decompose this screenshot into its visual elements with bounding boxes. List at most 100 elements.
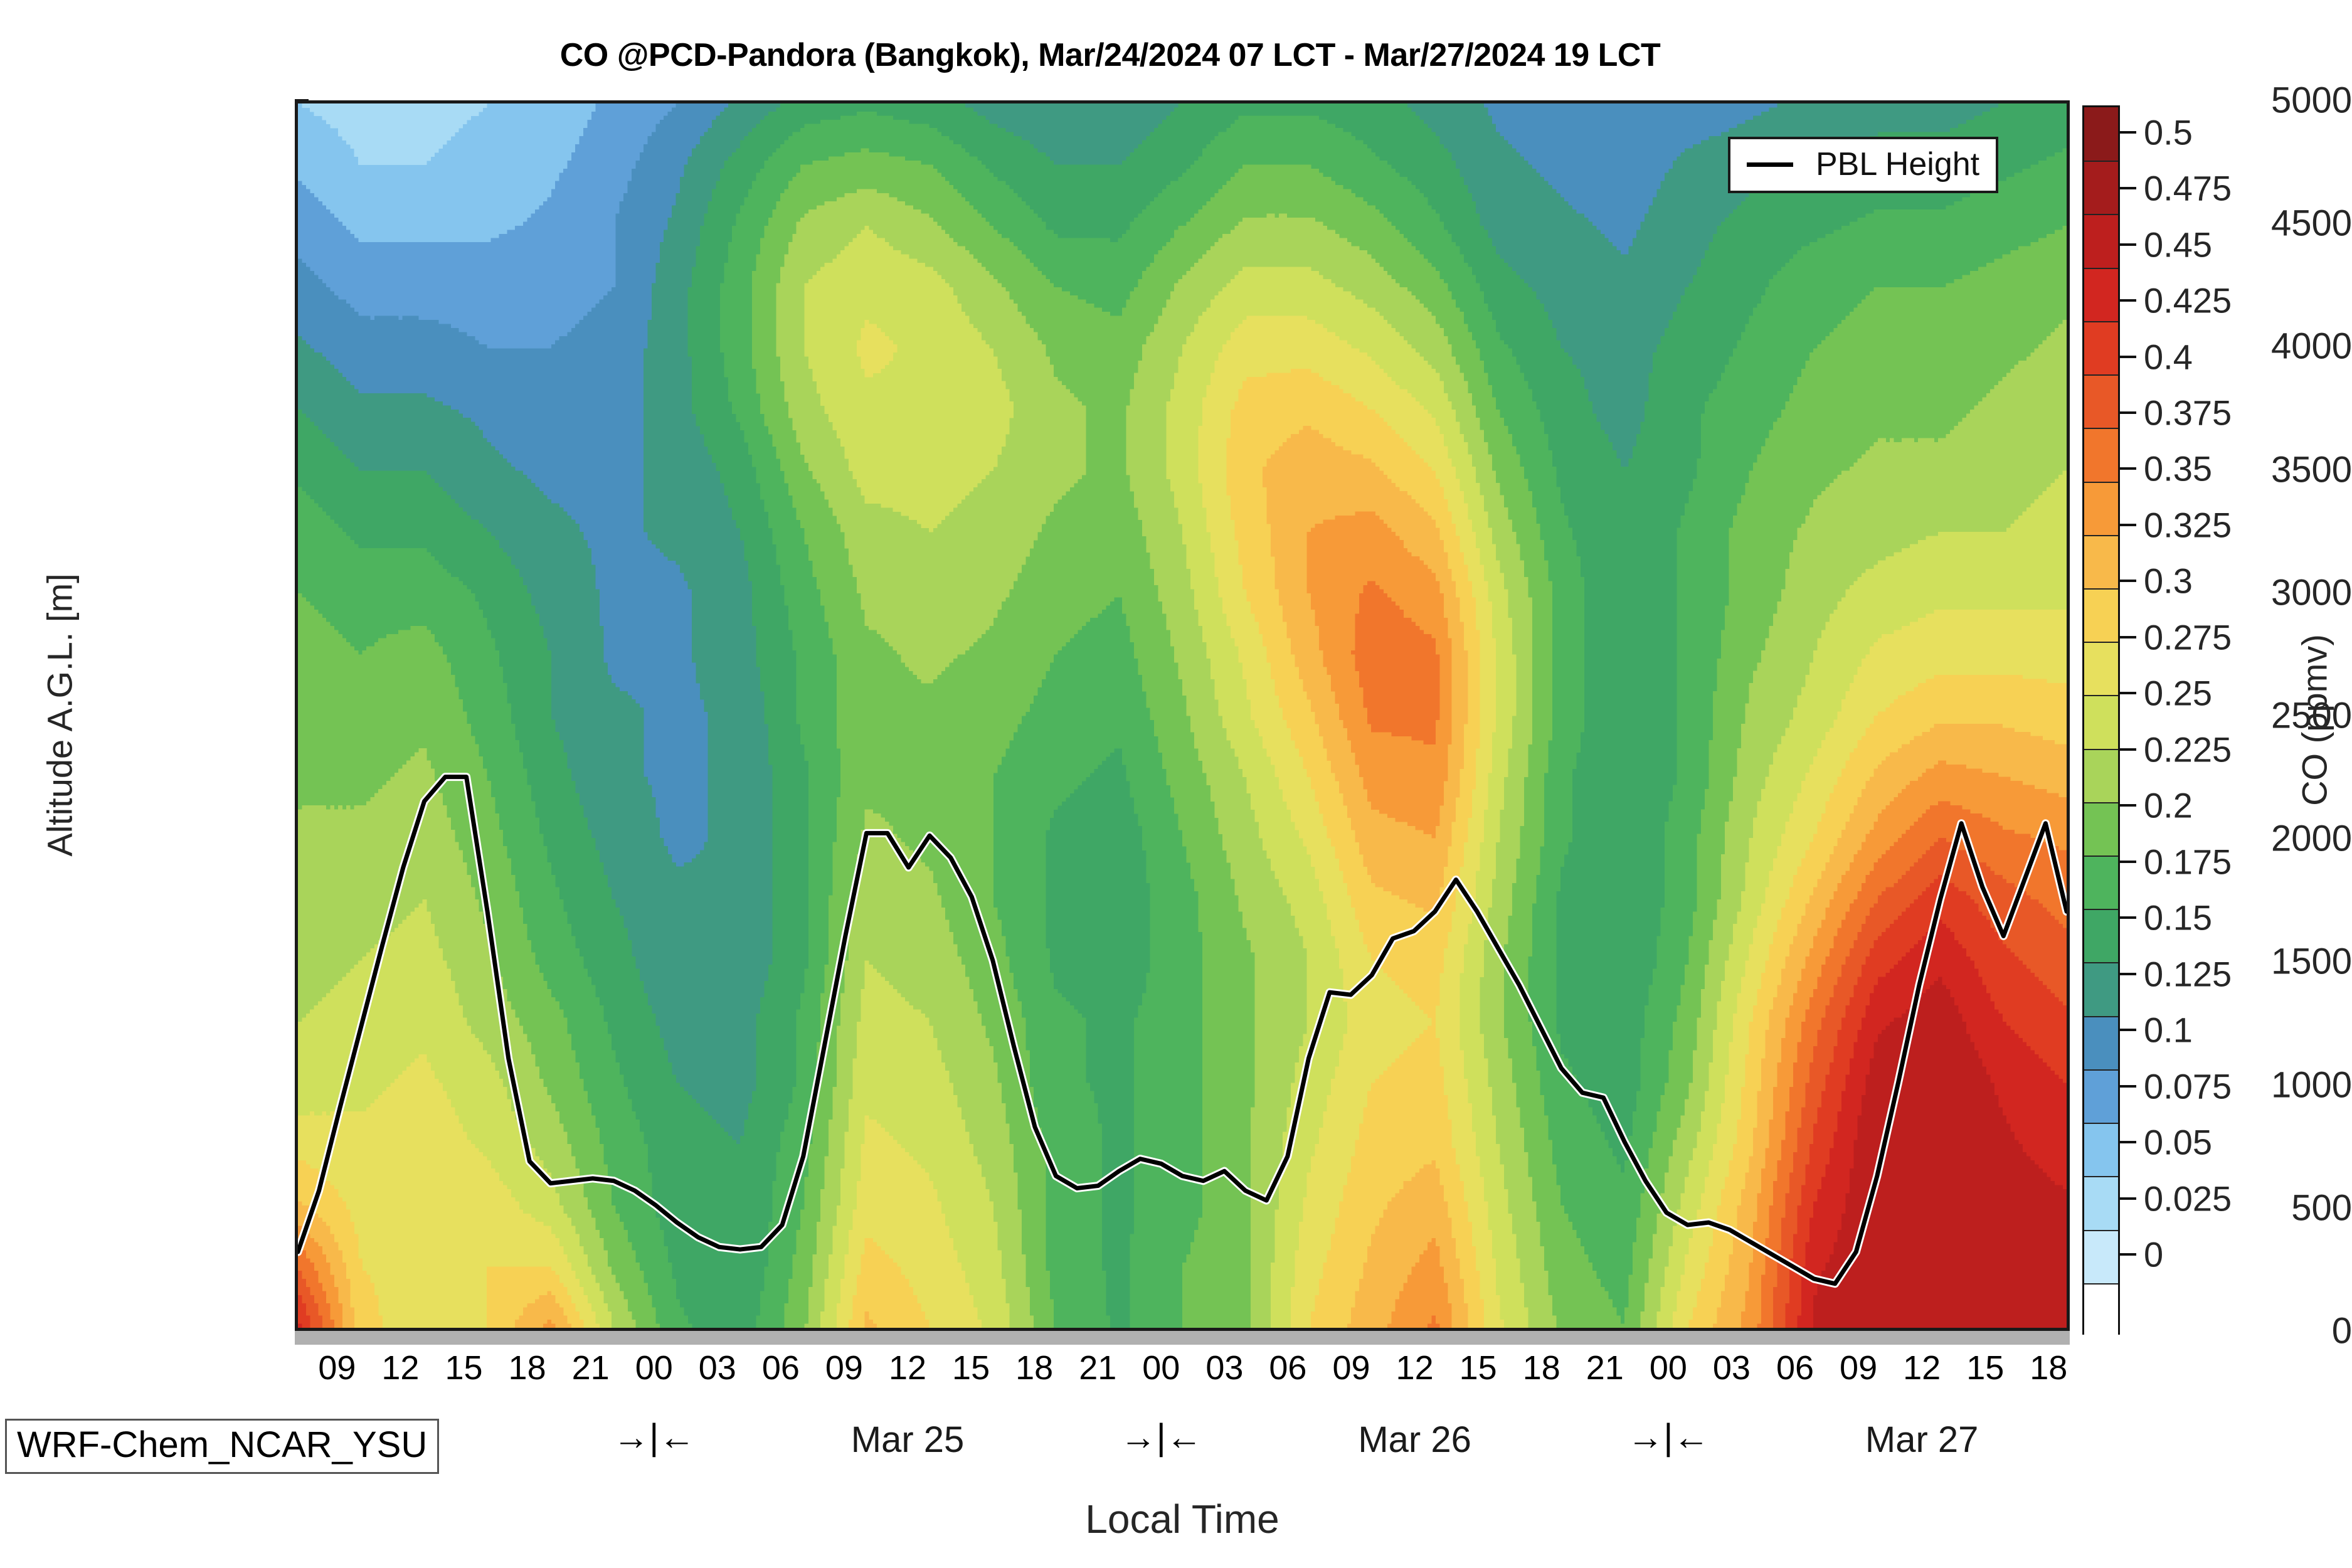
colorbar-band xyxy=(2084,962,2118,1016)
colorbar-band-divider xyxy=(2084,1176,2118,1177)
day-separator: →|← xyxy=(1120,1416,1202,1458)
colorbar-tick-label: 0.475 xyxy=(2144,168,2232,209)
colorbar-title: CO (ppmv) xyxy=(2294,634,2335,806)
colorbar-band xyxy=(2084,695,2118,749)
colorbar-tick-mark xyxy=(2120,467,2136,470)
colorbar-band-divider xyxy=(2084,1283,2118,1285)
colorbar-band-divider xyxy=(2084,909,2118,910)
colorbar-band-divider xyxy=(2084,642,2118,643)
colorbar-band xyxy=(2084,428,2118,482)
colorbar-band xyxy=(2084,1016,2118,1070)
colorbar-tick-label: 0.025 xyxy=(2144,1178,2232,1219)
colorbar-band xyxy=(2084,1176,2118,1230)
y-tick-label: 4500 xyxy=(2082,203,2352,245)
colorbar-tick-label: 0.4 xyxy=(2144,336,2193,377)
colorbar-band-divider xyxy=(2084,749,2118,750)
colorbar-tick-mark xyxy=(2120,804,2136,807)
y-tick-label: 5000 xyxy=(2082,80,2352,122)
legend-label: PBL Height xyxy=(1816,148,1979,181)
colorbar-tick-mark xyxy=(2120,187,2136,189)
colorbar-band-divider xyxy=(2084,321,2118,322)
colorbar-band-divider xyxy=(2084,374,2118,376)
colorbar-band-divider xyxy=(2084,1230,2118,1231)
y-tick-label: 4000 xyxy=(2082,326,2352,368)
colorbar-tick-label: 0.25 xyxy=(2144,673,2212,714)
colorbar-band xyxy=(2084,1230,2118,1284)
colorbar-tick-label: 0.375 xyxy=(2144,393,2232,433)
colorbar-tick-mark xyxy=(2120,636,2136,638)
colorbar-tick-label: 0.275 xyxy=(2144,617,2232,657)
colorbar-tick-label: 0 xyxy=(2144,1234,2163,1275)
colorbar-band-divider xyxy=(2084,214,2118,215)
colorbar-band-divider xyxy=(2084,268,2118,269)
x-axis-title: Local Time xyxy=(1085,1496,1279,1542)
colorbar-band xyxy=(2084,482,2118,536)
colorbar-band xyxy=(2084,802,2118,856)
colorbar-tick-label: 0.45 xyxy=(2144,224,2212,265)
colorbar-tick-mark xyxy=(2120,973,2136,975)
colorbar-tick-label: 0.2 xyxy=(2144,785,2193,826)
colorbar-tick-mark xyxy=(2120,299,2136,302)
colorbar-tick-label: 0.05 xyxy=(2144,1122,2212,1163)
contour-svg xyxy=(298,103,2067,1328)
colorbar-band-divider xyxy=(2084,802,2118,803)
colorbar-band-divider xyxy=(2084,856,2118,857)
colorbar-tick-label: 0.1 xyxy=(2144,1010,2193,1051)
day-separator: →|← xyxy=(1627,1416,1709,1458)
legend[interactable]: PBL Height xyxy=(1728,137,1998,193)
colorbar-tick-mark xyxy=(2120,1085,2136,1088)
pbl-height-line-icon xyxy=(1747,162,1793,167)
colorbar-tick-label: 0.425 xyxy=(2144,280,2232,321)
colorbar-band xyxy=(2084,1123,2118,1177)
colorbar-tick-mark xyxy=(2120,1029,2136,1031)
colorbar-band xyxy=(2084,268,2118,322)
colorbar-band-divider xyxy=(2084,588,2118,590)
model-badge: WRF-Chem_NCAR_YSU xyxy=(5,1419,439,1474)
y-tick-label: 3000 xyxy=(2082,571,2352,613)
colorbar-tick-mark xyxy=(2120,1197,2136,1200)
colorbar-band xyxy=(2084,1069,2118,1123)
page-title: CO @PCD-Pandora (Bangkok), Mar/24/2024 0… xyxy=(295,36,1926,74)
colorbar-tick-mark xyxy=(2120,580,2136,582)
colorbar-tick-mark xyxy=(2120,356,2136,358)
colorbar-band xyxy=(2084,749,2118,803)
colorbar-band-divider xyxy=(2084,161,2118,162)
colorbar-band xyxy=(2084,535,2118,589)
day-label: Mar 26 xyxy=(1358,1419,1471,1461)
colorbar-tick-mark xyxy=(2120,243,2136,246)
colorbar-band xyxy=(2084,1283,2118,1337)
colorbar-band xyxy=(2084,161,2118,215)
colorbar-tick-label: 0.3 xyxy=(2144,561,2193,601)
colorbar-tick-label: 0.175 xyxy=(2144,841,2232,882)
ground-surface-strip xyxy=(295,1331,2070,1345)
colorbar-band xyxy=(2084,214,2118,268)
colorbar-band-divider xyxy=(2084,962,2118,963)
colorbar-tick-label: 0.325 xyxy=(2144,504,2232,545)
colorbar xyxy=(2082,105,2120,1335)
day-label: Mar 25 xyxy=(851,1419,965,1461)
colorbar-band xyxy=(2084,642,2118,696)
colorbar-tick-label: 0.15 xyxy=(2144,898,2212,938)
y-tick-label: 0 xyxy=(2082,1310,2352,1352)
colorbar-band-divider xyxy=(2084,1069,2118,1071)
colorbar-band xyxy=(2084,856,2118,909)
colorbar-tick-mark xyxy=(2120,1141,2136,1143)
colorbar-tick-label: 0.35 xyxy=(2144,448,2212,489)
day-label: Mar 27 xyxy=(1865,1419,1979,1461)
y-axis-title: Altitude A.G.L. [m] xyxy=(40,573,80,856)
colorbar-tick-label: 0.075 xyxy=(2144,1066,2232,1106)
colorbar-tick-mark xyxy=(2120,411,2136,414)
colorbar-tick-mark xyxy=(2120,748,2136,751)
colorbar-band xyxy=(2084,588,2118,642)
colorbar-tick-label: 0.125 xyxy=(2144,953,2232,994)
colorbar-tick-mark xyxy=(2120,1253,2136,1256)
colorbar-tick-label: 0.5 xyxy=(2144,112,2193,152)
day-separator: →|← xyxy=(613,1416,695,1458)
colorbar-tick-label: 0.225 xyxy=(2144,729,2232,770)
colorbar-band xyxy=(2084,909,2118,963)
colorbar-band-divider xyxy=(2084,1123,2118,1124)
colorbar-band-divider xyxy=(2084,482,2118,483)
colorbar-band-divider xyxy=(2084,428,2118,429)
colorbar-band-divider xyxy=(2084,535,2118,536)
